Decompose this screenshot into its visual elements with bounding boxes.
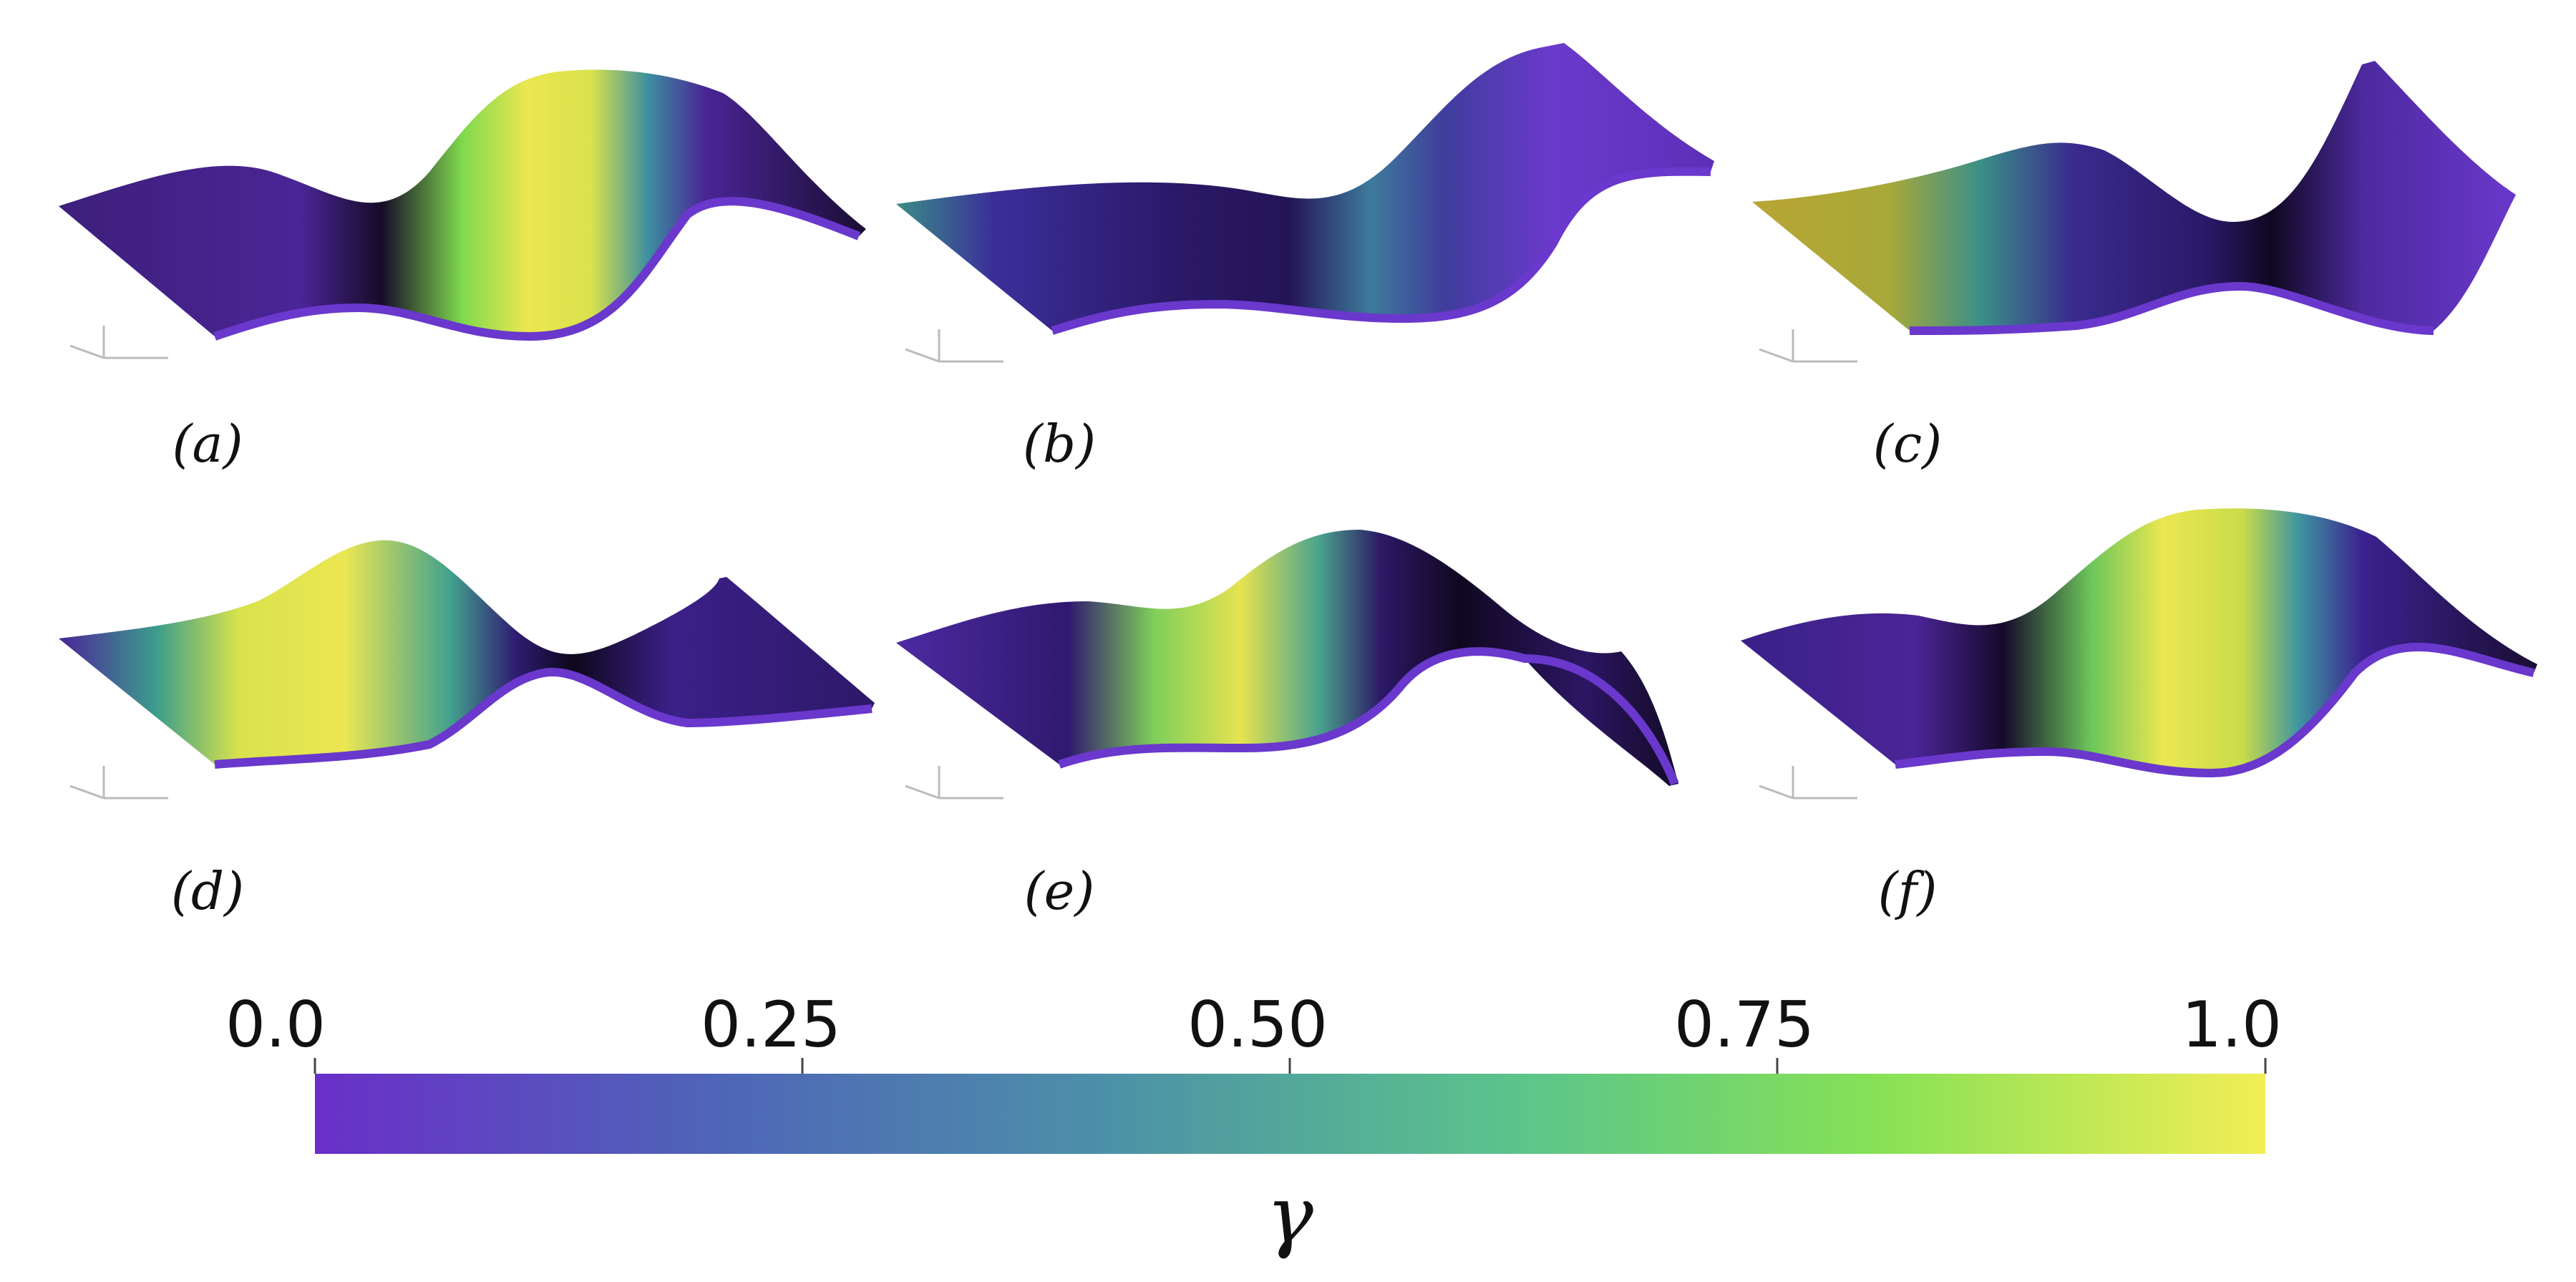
surface-d <box>59 540 875 764</box>
panel-label-e: (e) <box>1024 861 1095 921</box>
panel-d: (d) <box>59 540 875 921</box>
axes-triad-e <box>905 766 1003 800</box>
surface-d-edge <box>214 668 873 769</box>
colorbar-ticks <box>314 1058 2267 1074</box>
panel-label-b: (b) <box>1023 414 1096 474</box>
surface-e-edge <box>1058 647 1679 786</box>
colorbar-title: γ <box>1266 1169 1313 1261</box>
panel-label-a: (a) <box>172 414 243 474</box>
panel-label-f: (f) <box>1878 861 1938 921</box>
surface-a <box>59 69 866 336</box>
surface-b <box>896 43 1714 331</box>
colorbar: 0.0 0.25 0.50 0.75 1.0 γ <box>225 988 2282 1261</box>
panel-a: (a) <box>59 69 866 474</box>
surface-c <box>1752 61 2516 331</box>
colorbar-tick-label-2: 0.50 <box>1187 988 1328 1062</box>
axes-triad-a <box>69 326 168 359</box>
panel-e: (e) <box>896 530 1679 921</box>
colorbar-tick-label-1: 0.25 <box>701 988 841 1062</box>
axes-triad-b <box>905 329 1003 363</box>
colorbar-gradient <box>315 1074 2265 1154</box>
surface-f <box>1741 508 2537 773</box>
axes-triad-c <box>1759 329 1857 363</box>
surface-c-edge <box>1909 281 2434 335</box>
panel-f: (f) <box>1741 508 2537 921</box>
axes-triad-f <box>1759 766 1857 800</box>
surface-b-edge <box>1051 167 1711 335</box>
surface-f-edge <box>1895 642 2535 778</box>
surface-e <box>896 530 1678 786</box>
surface-a-edge <box>213 197 861 341</box>
axes-triad-d <box>69 766 168 800</box>
colorbar-tick-label-0: 0.0 <box>225 988 326 1062</box>
panel-b: (b) <box>896 43 1714 474</box>
panel-label-c: (c) <box>1873 414 1943 474</box>
panel-c: (c) <box>1752 61 2516 474</box>
colorbar-tick-label-4: 1.0 <box>2182 988 2282 1062</box>
colorbar-tick-label-3: 0.75 <box>1674 988 1814 1062</box>
panel-label-d: (d) <box>171 861 244 921</box>
